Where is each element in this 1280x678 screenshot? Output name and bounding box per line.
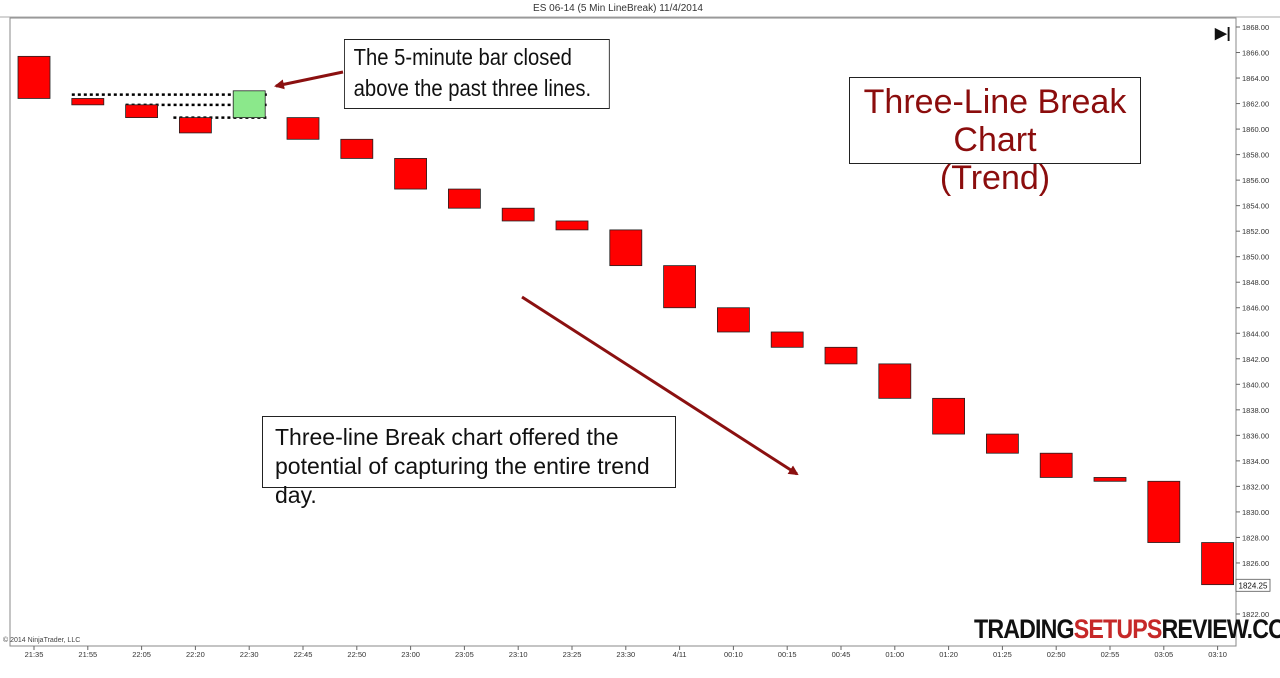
line-break-bar bbox=[286, 117, 320, 140]
line-break-bar bbox=[394, 158, 428, 190]
x-tick-label: 01:00 bbox=[885, 650, 904, 659]
line-break-bar bbox=[878, 363, 912, 399]
brand-part2: SETUPS bbox=[1073, 614, 1163, 644]
line-break-bar bbox=[663, 265, 696, 309]
x-tick-label: 22:45 bbox=[294, 650, 313, 659]
chart-title-line1: Three-Line Break Chart bbox=[863, 83, 1127, 159]
line-break-bar bbox=[71, 98, 105, 106]
x-tick-label: 00:45 bbox=[832, 650, 851, 659]
x-tick-label: 4/11 bbox=[673, 650, 687, 659]
x-tick-label: 23:00 bbox=[401, 650, 420, 659]
y-tick-label: 1836.00 bbox=[1242, 431, 1269, 440]
x-tick-label: 02:50 bbox=[1047, 650, 1066, 659]
chart-title-line2: (Trend) bbox=[939, 159, 1051, 197]
y-tick-label: 1840.00 bbox=[1242, 380, 1269, 389]
x-tick-label: 22:50 bbox=[347, 650, 366, 659]
y-tick-label: 1844.00 bbox=[1242, 329, 1269, 338]
bars bbox=[17, 55, 1234, 586]
y-tick-label: 1822.00 bbox=[1242, 610, 1269, 619]
x-tick-label: 23:10 bbox=[509, 650, 528, 659]
line-break-bar bbox=[1147, 480, 1181, 543]
skip-to-end-icon[interactable]: ▶| bbox=[1215, 25, 1231, 42]
line-break-bar bbox=[447, 188, 481, 209]
line-break-bar bbox=[1093, 477, 1127, 482]
line-break-bar bbox=[178, 117, 212, 134]
callout-mid-line2: potential of capturing the entire trend … bbox=[275, 453, 650, 508]
copyright-text: © 2014 NinjaTrader, LLC bbox=[3, 637, 81, 644]
y-tick-label: 1868.00 bbox=[1242, 23, 1269, 32]
chart-title-box: Three-Line Break Chart (Trend) bbox=[849, 77, 1141, 197]
brand-watermark: TRADINGSETUPSREVIEW.COM bbox=[974, 614, 1280, 645]
line-break-bar bbox=[1201, 542, 1234, 586]
line-break-bar bbox=[125, 104, 158, 119]
line-break-bar bbox=[986, 433, 1019, 454]
y-tick-label: 1852.00 bbox=[1242, 227, 1269, 236]
y-tick-label: 1832.00 bbox=[1242, 482, 1269, 491]
y-tick-label: 1850.00 bbox=[1242, 253, 1269, 262]
y-tick-label: 1854.00 bbox=[1242, 202, 1269, 211]
x-tick-label: 21:55 bbox=[78, 650, 97, 659]
callout-top-line2: above the past three lines. bbox=[353, 75, 592, 101]
x-tick-label: 01:25 bbox=[993, 650, 1012, 659]
x-tick-label: 22:30 bbox=[240, 650, 259, 659]
x-tick-label: 03:05 bbox=[1154, 650, 1173, 659]
y-tick-label: 1830.00 bbox=[1242, 508, 1269, 517]
line-break-bar bbox=[232, 90, 266, 119]
callout-top-line1: The 5-minute bar closed bbox=[353, 44, 572, 70]
line-break-bar bbox=[340, 138, 374, 159]
y-tick-label: 1864.00 bbox=[1242, 74, 1269, 83]
line-break-bar bbox=[717, 307, 750, 333]
line-break-bar bbox=[609, 229, 643, 267]
y-tick-label: 1828.00 bbox=[1242, 533, 1269, 542]
y-tick-label: 1858.00 bbox=[1242, 151, 1269, 160]
y-tick-label: 1846.00 bbox=[1242, 304, 1269, 313]
trend-arrow bbox=[521, 295, 799, 476]
y-tick-label: 1826.00 bbox=[1242, 559, 1269, 568]
x-tick-label: 22:05 bbox=[132, 650, 151, 659]
line-break-bar bbox=[770, 331, 804, 348]
brand-part1: TRADING bbox=[974, 614, 1075, 644]
line-break-bar bbox=[1039, 452, 1073, 478]
callout-mid-line1: Three-line Break chart offered the bbox=[275, 424, 619, 450]
x-tick-label: 03:10 bbox=[1208, 650, 1227, 659]
x-tick-label: 00:15 bbox=[778, 650, 797, 659]
line-break-bar bbox=[932, 397, 965, 435]
y-tick-label: 1862.00 bbox=[1242, 100, 1269, 109]
y-tick-label: 1848.00 bbox=[1242, 278, 1269, 287]
x-tick-label: 23:05 bbox=[455, 650, 474, 659]
x-tick-label: 01:20 bbox=[939, 650, 958, 659]
line-break-bar bbox=[501, 207, 535, 222]
y-tick-label: 1838.00 bbox=[1242, 406, 1269, 415]
chart-header-title: ES 06-14 (5 Min LineBreak) 11/4/2014 bbox=[533, 3, 703, 14]
callout-mid: Three-line Break chart offered the poten… bbox=[262, 416, 676, 508]
last-price-tag: 1824.25 bbox=[1235, 578, 1271, 592]
line-break-bar bbox=[555, 220, 589, 231]
x-tick-label: 21:35 bbox=[25, 650, 44, 659]
y-tick-label: 1856.00 bbox=[1242, 176, 1269, 185]
y-tick-label: 1866.00 bbox=[1242, 49, 1269, 58]
x-axis: 21:35 21:55 22:05 22:20 22:30 22:45 22:50 23:00… bbox=[25, 646, 1227, 659]
x-tick-label: 02:55 bbox=[1101, 650, 1120, 659]
brand-part3: REVIEW.COM bbox=[1161, 614, 1280, 644]
x-tick-label: 23:25 bbox=[563, 650, 582, 659]
y-tick-label: 1842.00 bbox=[1242, 355, 1269, 364]
y-tick-label: 1834.00 bbox=[1242, 457, 1269, 466]
svg-text:1824.25: 1824.25 bbox=[1239, 581, 1268, 590]
y-tick-label: 1860.00 bbox=[1242, 125, 1269, 134]
x-tick-label: 23:30 bbox=[616, 650, 635, 659]
line-break-bar bbox=[824, 346, 858, 365]
y-axis: 1822.001824.001826.001828.001830.001832.… bbox=[1236, 23, 1269, 619]
callout-top: The 5-minute bar closed above the past t… bbox=[344, 39, 610, 109]
x-tick-label: 22:20 bbox=[186, 650, 205, 659]
top-callout-arrow bbox=[274, 70, 344, 90]
line-break-bar bbox=[17, 55, 51, 99]
x-tick-label: 00:10 bbox=[724, 650, 743, 659]
